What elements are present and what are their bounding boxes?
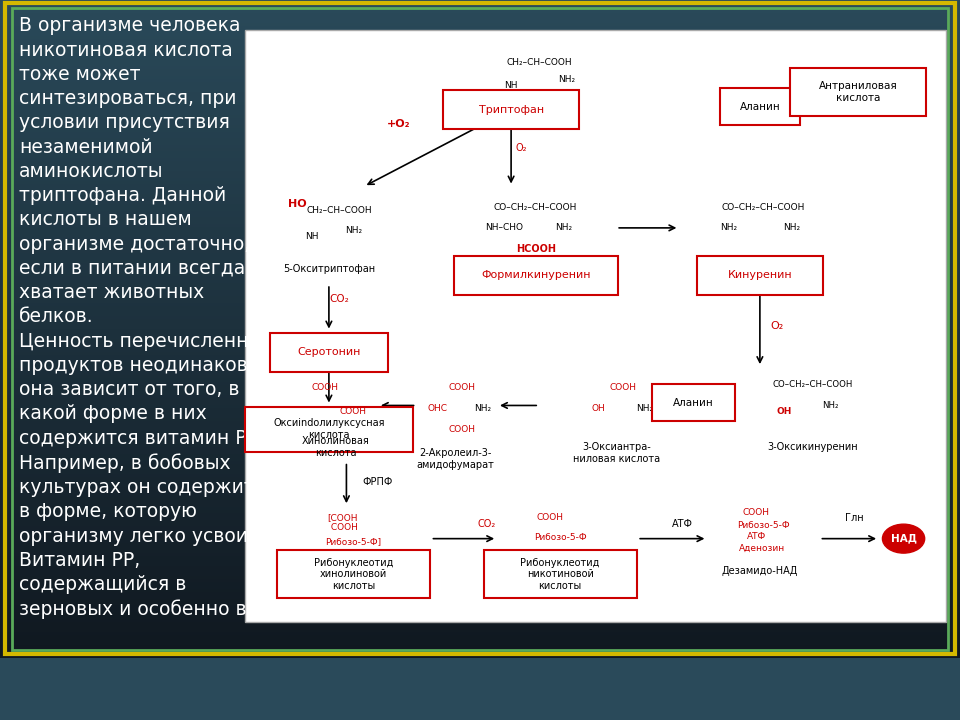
Text: NH: NH <box>504 81 517 90</box>
FancyBboxPatch shape <box>720 89 800 125</box>
Text: CH₂–CH–COOH: CH₂–CH–COOH <box>506 58 572 67</box>
Text: Рибозо-5-Ф: Рибозо-5-Ф <box>534 533 587 542</box>
Text: CO₂: CO₂ <box>329 294 349 304</box>
Text: NH₂: NH₂ <box>474 404 492 413</box>
Text: 2-Акролеил-3-
амидофумарат: 2-Акролеил-3- амидофумарат <box>416 448 494 469</box>
Text: Рибозо-5-Ф]: Рибозо-5-Ф] <box>325 537 381 546</box>
Text: 5-Окситриптофан: 5-Окситриптофан <box>283 264 375 274</box>
Text: Кинуренин: Кинуренин <box>728 270 792 280</box>
Text: ФРПФ: ФРПФ <box>363 477 394 487</box>
Text: CO–CH₂–CH–COOH: CO–CH₂–CH–COOH <box>494 202 577 212</box>
Text: CO–CH₂–CH–COOH: CO–CH₂–CH–COOH <box>772 380 852 390</box>
Text: COOH: COOH <box>312 383 339 392</box>
Text: NH₂: NH₂ <box>822 401 838 410</box>
Text: COOH: COOH <box>448 425 475 433</box>
Text: OH: OH <box>777 407 792 416</box>
Text: NH₂: NH₂ <box>782 223 800 233</box>
FancyBboxPatch shape <box>444 90 579 129</box>
Text: OH: OH <box>591 404 606 413</box>
Text: Дезамидо-НАД: Дезамидо-НАД <box>722 566 798 576</box>
Text: [COOH: [COOH <box>327 513 358 523</box>
FancyBboxPatch shape <box>652 384 735 420</box>
Text: Хинолиновая
кислота: Хинолиновая кислота <box>302 436 370 458</box>
Text: HO: HO <box>288 199 306 210</box>
Text: O₂: O₂ <box>771 320 784 330</box>
FancyBboxPatch shape <box>245 30 946 621</box>
FancyBboxPatch shape <box>245 407 413 451</box>
Text: HCOOH: HCOOH <box>516 243 556 253</box>
Text: OHC: OHC <box>427 404 447 413</box>
Text: NH₂: NH₂ <box>636 404 653 413</box>
FancyBboxPatch shape <box>276 550 430 598</box>
Text: COOH: COOH <box>536 513 564 523</box>
Text: 3-Оксикинуренин: 3-Оксикинуренин <box>767 442 858 452</box>
Text: COOH: COOH <box>328 523 358 533</box>
Circle shape <box>882 524 924 553</box>
Text: Рибонуклеотид
хинолиновой
кислоты: Рибонуклеотид хинолиновой кислоты <box>314 557 393 590</box>
Text: NH₂: NH₂ <box>559 76 576 84</box>
FancyBboxPatch shape <box>454 256 617 294</box>
Text: Глн: Глн <box>845 513 864 523</box>
Text: COOH: COOH <box>340 407 367 416</box>
Text: NH₂: NH₂ <box>555 223 572 233</box>
Text: COOH: COOH <box>448 383 475 392</box>
Text: CH₂–CH–COOH: CH₂–CH–COOH <box>306 206 372 215</box>
Text: O₂: O₂ <box>516 143 527 153</box>
Text: Аланин: Аланин <box>673 397 713 408</box>
Text: CO₂: CO₂ <box>477 519 495 529</box>
Text: НАД: НАД <box>891 534 917 544</box>
Text: Аланин: Аланин <box>739 102 780 112</box>
Text: Триптофан: Триптофан <box>478 104 543 114</box>
Text: 3-Оксиантра-
ниловая кислота: 3-Оксиантра- ниловая кислота <box>573 442 660 464</box>
Text: Антраниловая
кислота: Антраниловая кислота <box>819 81 898 102</box>
FancyBboxPatch shape <box>697 256 823 294</box>
Text: Серотонин: Серотонин <box>298 347 361 357</box>
Text: Оксиindолилуксусная
кислота: Оксиindолилуксусная кислота <box>274 418 385 440</box>
Text: +O₂: +O₂ <box>387 120 411 130</box>
Text: NH₂: NH₂ <box>720 223 737 233</box>
Text: COOH: COOH <box>743 508 770 516</box>
FancyBboxPatch shape <box>270 333 388 372</box>
Text: NH–CHO: NH–CHO <box>485 223 523 233</box>
Text: Рибонуклеотид
никотиновой
кислоты: Рибонуклеотид никотиновой кислоты <box>520 557 600 590</box>
Text: NH₂: NH₂ <box>345 226 362 235</box>
Text: Рибозо-5-Ф: Рибозо-5-Ф <box>737 521 790 529</box>
Text: Аденозин: Аденозин <box>739 544 785 553</box>
Text: CO–CH₂–CH–COOH: CO–CH₂–CH–COOH <box>722 202 805 212</box>
Text: АТФ: АТФ <box>672 519 693 529</box>
FancyBboxPatch shape <box>484 550 636 598</box>
Text: Формилкинуренин: Формилкинуренин <box>481 270 590 280</box>
Text: АТФ: АТФ <box>747 532 766 541</box>
FancyBboxPatch shape <box>790 68 925 116</box>
Text: NH: NH <box>304 233 318 241</box>
Text: COOH: COOH <box>610 383 636 392</box>
Text: В организме человека
никотиновая кислота
тоже может
синтезироваться, при
условии: В организме человека никотиновая кислота… <box>19 17 276 619</box>
